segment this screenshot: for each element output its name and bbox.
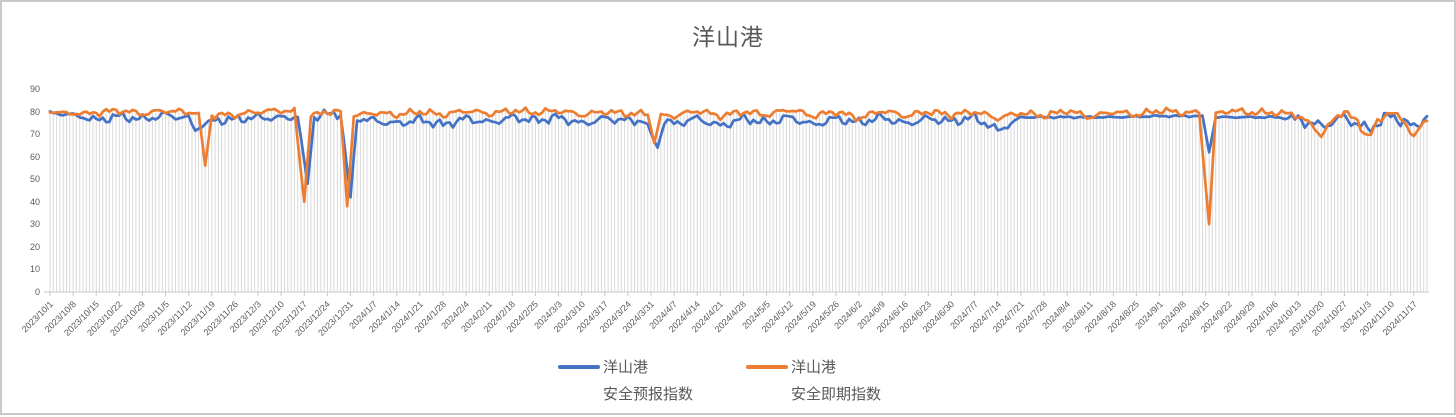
y-axis-tick-label: 60 <box>29 151 40 162</box>
y-axis-tick-label: 20 <box>29 241 40 252</box>
y-axis-tick-label: 0 <box>34 287 40 297</box>
legend-swatch-spot-line <box>746 365 788 369</box>
y-axis-tick-label: 90 <box>29 84 40 94</box>
y-axis-tick-label: 40 <box>29 196 40 207</box>
x-axis <box>44 291 1429 296</box>
chart-title: 洋山港 <box>692 24 764 50</box>
legend-label-spot: 洋山港 安全即期指数 <box>791 354 881 408</box>
y-axis-tick-label: 30 <box>29 219 40 230</box>
legend-label-forecast-line1: 洋山港 <box>603 359 649 376</box>
legend-item-forecast: 洋山港 安全预报指数 <box>558 354 693 408</box>
y-axis-tick-label: 50 <box>29 174 40 185</box>
y-axis-tick-label: 70 <box>29 129 40 140</box>
dropline-group <box>49 107 1428 292</box>
legend: 洋山港 安全预报指数 洋山港 安全即期指数 <box>2 354 1454 414</box>
legend-swatch-forecast-line <box>558 365 600 369</box>
legend-label-spot-line1: 洋山港 <box>791 359 837 376</box>
forecast-index-line <box>48 108 1429 199</box>
legend-label-forecast: 洋山港 安全预报指数 <box>603 354 693 408</box>
legend-item-spot: 洋山港 安全即期指数 <box>746 354 881 408</box>
legend-label-forecast-line2: 安全预报指数 <box>603 386 694 403</box>
dropline <box>49 107 1428 292</box>
series-lines <box>48 106 1429 226</box>
y-axis-tick-label: 10 <box>29 264 40 275</box>
y-axis-tick-label: 80 <box>29 106 40 117</box>
spot-index-line <box>48 106 1429 226</box>
legend-label-spot-line2: 安全即期指数 <box>791 386 882 403</box>
